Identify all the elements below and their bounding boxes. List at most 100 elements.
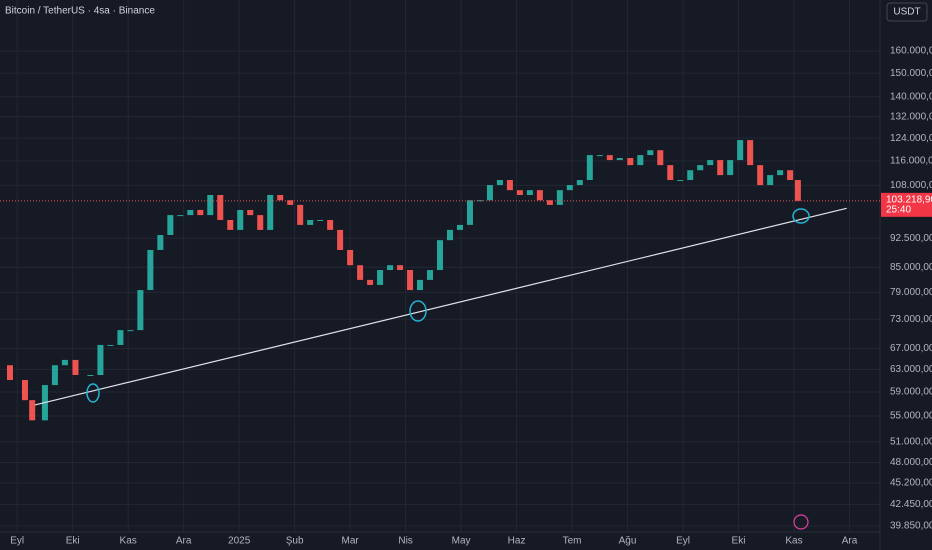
candle <box>147 249 154 291</box>
candle <box>536 190 543 201</box>
candle <box>687 170 694 181</box>
candle <box>217 195 224 220</box>
candle <box>357 265 364 280</box>
x-tick-label: Eki <box>66 536 80 547</box>
candle <box>307 219 314 225</box>
plot-area <box>6 140 847 421</box>
candle <box>197 209 204 216</box>
candle <box>237 209 244 230</box>
candle <box>107 344 114 346</box>
x-tick-label: Eki <box>732 536 746 547</box>
candle <box>737 140 744 161</box>
x-tick-label: Kas <box>785 536 802 547</box>
y-tick-label: 108.000,00 <box>890 180 932 191</box>
candle <box>476 200 483 202</box>
candle <box>407 270 414 291</box>
candle <box>556 190 563 205</box>
candle <box>367 279 374 285</box>
y-tick-label: 160.000,00 <box>890 46 932 57</box>
x-tick-label: Tem <box>563 536 582 547</box>
candle <box>337 229 344 250</box>
candle <box>637 155 644 166</box>
candle <box>387 265 394 271</box>
y-tick-label: 116.000,00 <box>890 156 932 167</box>
candle <box>627 158 634 166</box>
y-tick-label: 51.000,00 <box>890 436 932 447</box>
candle <box>787 170 794 181</box>
y-tick-label: 140.000,00 <box>890 91 932 102</box>
y-tick-label: 63.000,00 <box>890 364 932 375</box>
currency-label[interactable]: USDT <box>893 7 920 18</box>
candle <box>97 344 104 376</box>
y-tick-label: 48.000,00 <box>890 457 932 468</box>
candle <box>377 270 384 285</box>
x-tick-label: Şub <box>286 536 304 547</box>
candle <box>456 224 463 230</box>
y-tick-label: 124.000,00 <box>890 133 932 144</box>
candle <box>157 235 164 250</box>
candle <box>747 140 754 166</box>
candle <box>177 215 184 217</box>
candle <box>317 219 324 221</box>
candle <box>207 195 214 216</box>
touch-circle <box>792 208 810 224</box>
y-tick-label: 59.000,00 <box>890 387 932 398</box>
candle <box>647 150 654 156</box>
countdown-label: 25:40 <box>886 204 911 215</box>
candle <box>657 150 664 166</box>
currency-button[interactable] <box>886 2 928 22</box>
candle <box>506 180 513 191</box>
candle <box>397 265 404 271</box>
candle <box>586 155 593 181</box>
candle <box>757 165 764 186</box>
y-tick-label: 45.200,00 <box>890 478 932 489</box>
candle <box>61 359 68 366</box>
candle <box>446 229 453 241</box>
candle <box>247 209 254 216</box>
trend-line <box>34 207 847 406</box>
y-tick-label: 67.000,00 <box>890 343 932 354</box>
candle <box>72 359 79 376</box>
candle <box>777 170 784 176</box>
x-tick-label: Kas <box>120 536 137 547</box>
candle <box>667 165 674 181</box>
last-price-label: 103.218,90 <box>886 194 932 205</box>
x-tick-label: Haz <box>508 536 526 547</box>
candle <box>697 165 704 171</box>
candle <box>496 180 503 186</box>
y-tick-label: 79.000,00 <box>890 287 932 298</box>
y-tick-label: 39.850,00 <box>890 521 932 532</box>
x-tick-label: May <box>452 536 471 547</box>
candle <box>526 190 533 196</box>
x-tick-label: Nis <box>398 536 412 547</box>
x-tick-label: Ara <box>176 536 192 547</box>
candle <box>677 180 684 182</box>
candle <box>576 180 583 186</box>
candle <box>29 400 36 421</box>
y-tick-label: 132.000,00 <box>890 111 932 122</box>
candle <box>257 215 264 230</box>
candle <box>327 219 334 230</box>
x-tick-label: Eyl <box>676 536 690 547</box>
chart-title: Bitcoin / TetherUS · 4sa · Binance <box>5 6 155 17</box>
candle <box>606 155 613 161</box>
candle <box>616 158 623 161</box>
candle <box>707 160 714 166</box>
candle <box>287 200 294 205</box>
candle <box>51 365 58 386</box>
candle <box>727 160 734 176</box>
candle <box>277 195 284 201</box>
candle <box>437 240 443 271</box>
x-tick-label: Ara <box>842 536 858 547</box>
last-price-box <box>881 192 932 217</box>
alert-icon[interactable] <box>793 514 809 530</box>
x-tick-label: Mar <box>341 536 359 547</box>
candle <box>6 365 13 381</box>
x-tick-label: Eyl <box>10 536 24 547</box>
y-tick-label: 73.000,00 <box>890 314 932 325</box>
x-tick-label: 2025 <box>228 536 251 547</box>
candle <box>267 195 274 230</box>
candle <box>21 380 28 401</box>
